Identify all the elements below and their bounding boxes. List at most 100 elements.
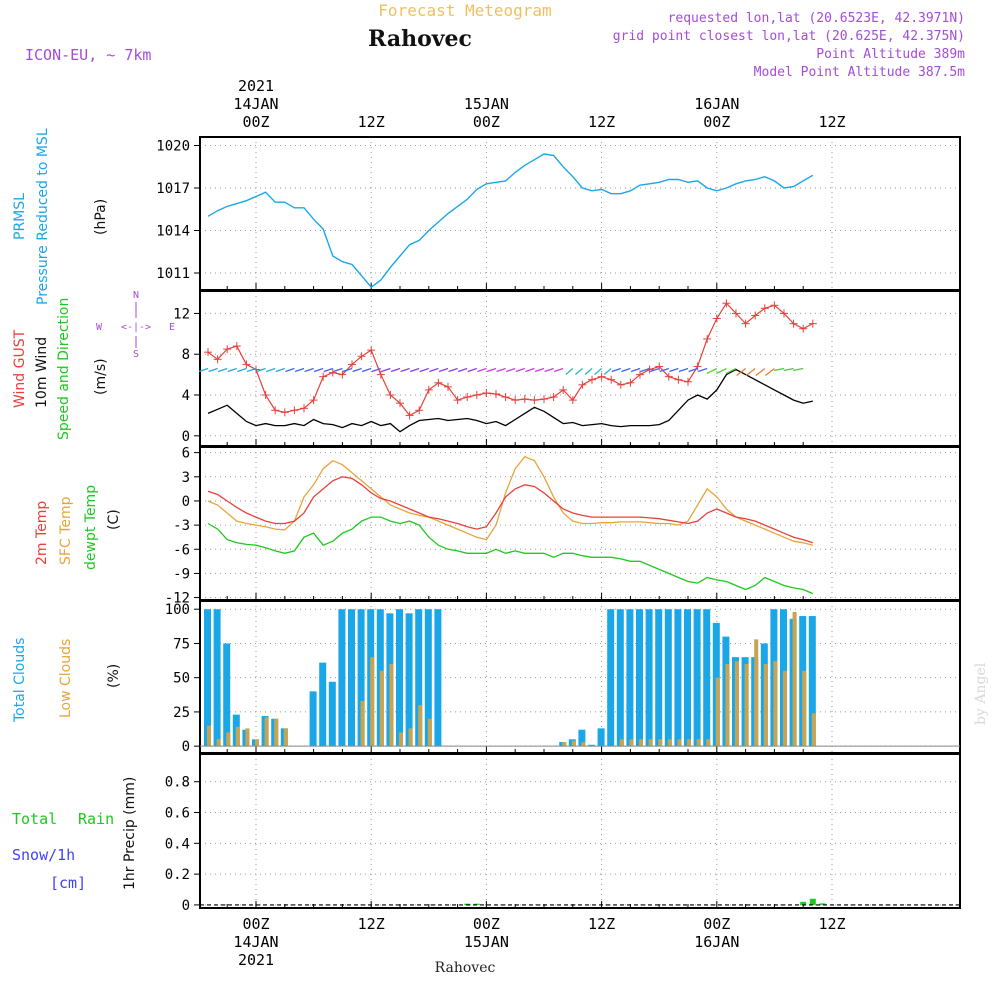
- wind-direction-arrow: [574, 368, 583, 375]
- y-tick-label: 0: [182, 429, 190, 445]
- wind-direction-arrow: [237, 367, 247, 373]
- wind-direction-arrow: [457, 367, 468, 373]
- bottom-time-label: 14JAN: [233, 933, 278, 951]
- top-time-label: 00Z: [473, 113, 500, 131]
- wind-direction-arrow: [208, 367, 218, 373]
- low-cloud-bar: [658, 739, 663, 747]
- wind-direction-arrow: [755, 367, 766, 377]
- wind-gust-marker: [780, 309, 788, 318]
- low-cloud-bar: [792, 611, 797, 747]
- total-cloud-bar: [636, 609, 643, 747]
- y-tick-label: 0.2: [165, 867, 190, 883]
- y-tick-label: -9: [173, 566, 190, 582]
- wind-gust-marker: [607, 375, 616, 384]
- wind-gust-marker: [578, 380, 587, 389]
- wind-gust-marker: [386, 391, 395, 400]
- wind-gust-marker: [338, 370, 347, 379]
- top-time-label: 12Z: [588, 113, 615, 131]
- wind-gust-marker: [463, 393, 472, 402]
- low-cloud-bar: [754, 639, 759, 747]
- wind-gust-marker: [376, 370, 385, 379]
- bottom-time-label: 00Z: [703, 915, 730, 933]
- wind-direction-arrow: [706, 367, 718, 375]
- credit-watermark: by Angel: [973, 662, 989, 725]
- pressure-line: [207, 153, 814, 289]
- wind-speed-line: [207, 368, 813, 433]
- rain-bar: [819, 903, 826, 905]
- wind-gust-marker: [549, 393, 558, 402]
- y-tick-label: 1014: [156, 224, 190, 240]
- wind-direction-arrow: [467, 367, 478, 373]
- low-cloud-bar: [389, 663, 394, 747]
- top-time-label: 00Z: [242, 113, 269, 131]
- wind-direction-arrow: [584, 368, 593, 375]
- wind-direction-arrow: [649, 367, 660, 373]
- wind-direction-arrow: [304, 367, 314, 373]
- total-cloud-bar: [405, 613, 413, 747]
- total-cloud-bar: [664, 609, 672, 747]
- panel-precipitation: 0 0.2 0.4 0.6 0.8: [165, 753, 961, 914]
- low-cloud-bar: [283, 728, 288, 747]
- low-clouds-label: Low Clouds: [58, 639, 74, 718]
- bottom-time-label: 12Z: [588, 915, 615, 933]
- wind-gust-marker: [751, 311, 760, 320]
- wind-direction-arrow: [400, 367, 410, 373]
- wind-direction-arrow: [429, 367, 439, 373]
- wind-gust-marker: [415, 406, 424, 415]
- compass-rose-icon: N W <-|-> E S: [96, 290, 175, 360]
- rain-bar: [809, 898, 816, 905]
- wind-direction-arrow: [505, 367, 516, 373]
- wind-direction-arrow: [477, 367, 487, 373]
- dewpoint-line: [207, 516, 814, 595]
- wind-gust-marker: [636, 370, 644, 379]
- low-cloud-bar: [783, 670, 787, 747]
- wind-direction-arrow: [381, 367, 391, 373]
- wind-gust-marker: [511, 396, 520, 405]
- y-tick-label: 0.4: [165, 836, 190, 852]
- model-label: ICON-EU, ~ 7km: [25, 46, 151, 64]
- wind-gust-marker: [597, 372, 606, 381]
- wind-gust-marker: [223, 345, 232, 354]
- total-cloud-bar: [655, 609, 663, 747]
- point-altitude: Point Altitude 389m: [816, 47, 965, 62]
- location-title: Rahovec: [368, 26, 472, 52]
- wind-direction-arrow: [669, 367, 679, 373]
- wind-direction-arrow: [525, 367, 535, 373]
- wind-direction-arrow: [361, 367, 372, 373]
- total-cloud-bar: [348, 609, 355, 747]
- wind-direction-arrow: [390, 367, 401, 373]
- bottom-time-label: 15JAN: [464, 933, 509, 951]
- compass-arrow: <-|->: [121, 322, 151, 333]
- wind-direction-arrow: [515, 367, 526, 373]
- wind-direction-arrow: [603, 368, 612, 375]
- top-time-label: 12Z: [818, 113, 845, 131]
- wind-direction-arrow: [630, 367, 641, 373]
- compass-east: E: [169, 322, 175, 333]
- precip-unit: 1hr Precip (mm): [122, 777, 138, 890]
- top-time-label: 15JAN: [464, 95, 509, 113]
- panel-wind: 0 4 8 12: [173, 290, 961, 447]
- low-cloud-bar: [370, 657, 375, 747]
- wind-gust-marker: [741, 319, 750, 328]
- low-cloud-bar: [802, 670, 807, 747]
- low-cloud-bar: [725, 663, 730, 747]
- y-tick-label: 50: [173, 671, 190, 687]
- top-time-label: 16JAN: [694, 95, 739, 113]
- y-tick-label: 0.6: [165, 806, 190, 822]
- panel-pressure: 1011 1014 1017 1020: [156, 136, 961, 291]
- temp-dewpoint-label: dewpt Temp: [83, 485, 99, 570]
- total-cloud-bar: [319, 662, 327, 747]
- wind-gust-marker: [348, 360, 356, 369]
- wind-direction-arrow: [342, 367, 353, 373]
- total-cloud-bar: [616, 609, 624, 747]
- low-cloud-bar: [763, 663, 768, 747]
- top-time-label: 12Z: [358, 113, 385, 131]
- wind-gust-marker: [434, 378, 443, 387]
- top-time-label: 14JAN: [233, 95, 278, 113]
- wind-direction-arrow: [783, 367, 794, 372]
- wind-direction-arrow: [745, 367, 756, 377]
- wind-direction-arrow: [294, 367, 305, 373]
- wind-direction-arrow: [611, 367, 622, 373]
- bottom-time-label: 12Z: [818, 915, 845, 933]
